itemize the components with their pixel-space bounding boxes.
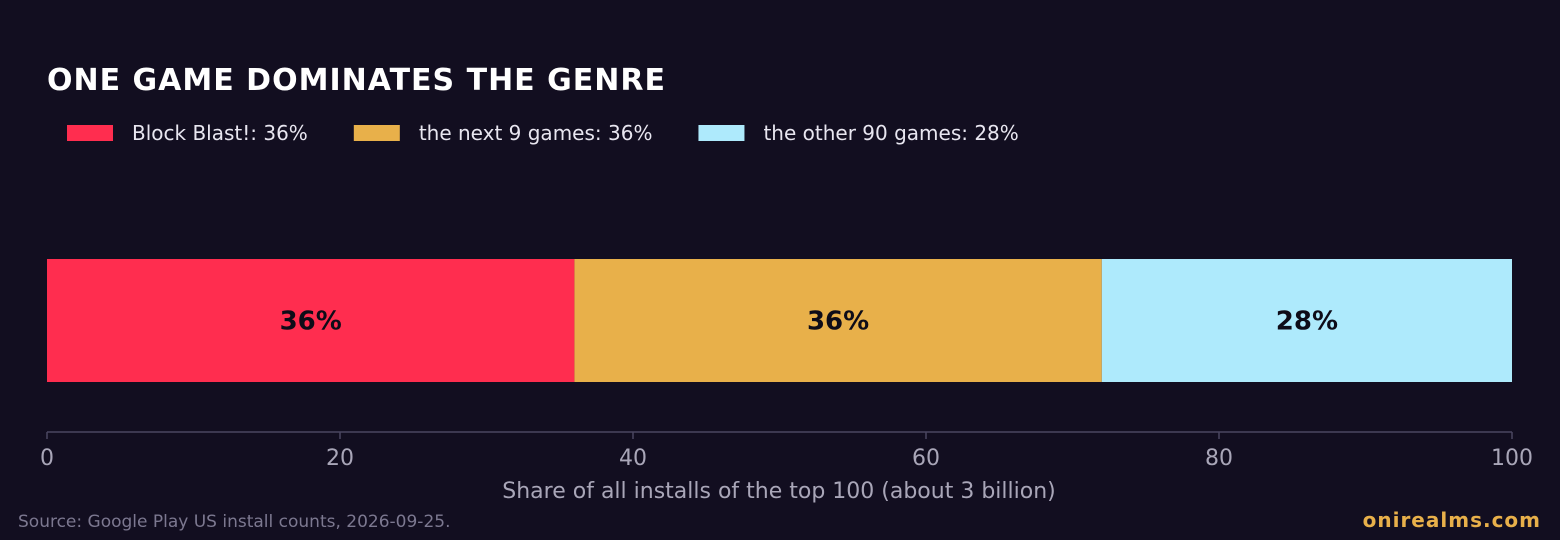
bar-segment-1	[47, 259, 575, 382]
x-tick-label: 0	[40, 446, 54, 471]
brand-link[interactable]: onirealms.com	[1363, 508, 1541, 532]
bar-data-label-2: 36%	[807, 307, 869, 337]
bar-segments: 36% 36% 28%	[47, 259, 1512, 382]
bar-segment-2	[574, 259, 1102, 382]
bar-data-label-3: 28%	[1276, 307, 1338, 337]
legend-swatch-2	[353, 125, 400, 141]
x-axis: 0 20 40 60 80 100	[40, 431, 1533, 471]
x-tick-label: 80	[1205, 446, 1233, 471]
x-tick-label: 60	[912, 446, 940, 471]
legend-label-1: Block Blast!: 36%	[132, 121, 308, 145]
bar-segment-3	[1101, 259, 1512, 382]
legend-swatch-3	[698, 125, 745, 141]
x-axis-title: Share of all installs of the top 100 (ab…	[502, 479, 1055, 504]
bar-data-label-1: 36%	[280, 307, 342, 337]
x-tick-label: 20	[326, 446, 354, 471]
legend-label-2: the next 9 games: 36%	[419, 121, 653, 145]
source-note: Source: Google Play US install counts, 2…	[18, 512, 450, 532]
legend: Block Blast!: 36% the next 9 games: 36% th…	[67, 121, 1019, 145]
x-tick-label: 40	[619, 446, 647, 471]
chart-title: ONE GAME DOMINATES THE GENRE	[47, 63, 666, 98]
legend-swatch-1	[67, 125, 113, 141]
x-tick-label: 100	[1491, 446, 1533, 471]
legend-label-3: the other 90 games: 28%	[763, 121, 1018, 145]
